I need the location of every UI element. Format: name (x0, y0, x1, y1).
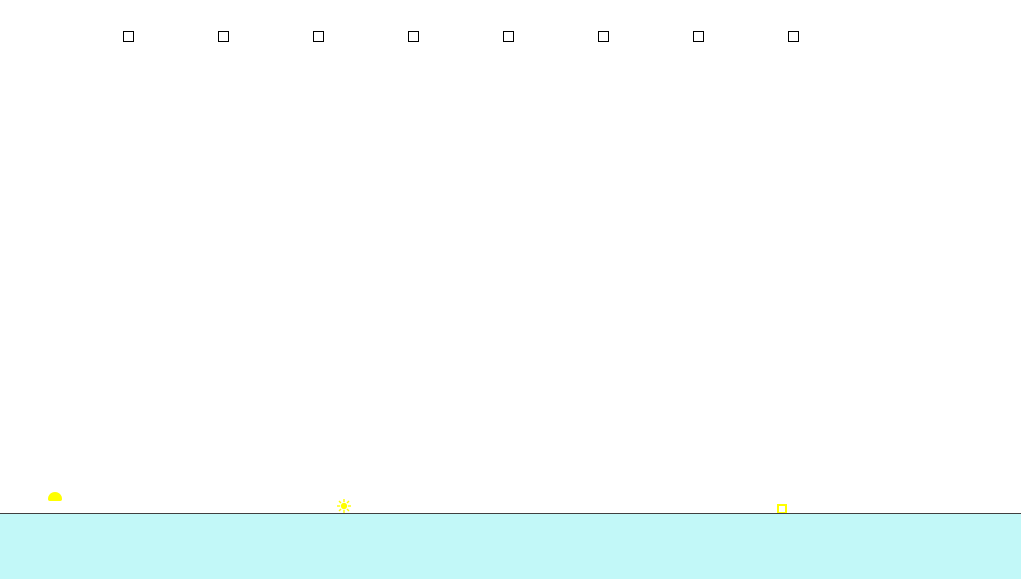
regen-swatch-icon (598, 31, 609, 42)
legend-item-feuchte-a (408, 30, 426, 43)
legend-item-feuchte-i (313, 30, 331, 43)
legend-item-wind (693, 30, 711, 43)
feuchte-a-swatch-icon (408, 31, 419, 42)
luftdruck-swatch-icon (503, 31, 514, 42)
legend-item-regen (598, 30, 616, 43)
legend-item-luftdruck (503, 30, 521, 43)
legend-item-richtung (788, 30, 806, 43)
feuchte-i-swatch-icon (313, 31, 324, 42)
wind-swatch-icon (693, 31, 704, 42)
temp-i-swatch-icon (123, 31, 134, 42)
moon-icon (48, 492, 62, 501)
stats-table (0, 513, 1021, 579)
temp-a-swatch-icon (218, 31, 229, 42)
legend-item-temp-a (218, 30, 236, 43)
richtung-swatch-icon (788, 31, 799, 42)
sun-icon (337, 499, 351, 513)
legend-item-temp-i (123, 30, 141, 43)
